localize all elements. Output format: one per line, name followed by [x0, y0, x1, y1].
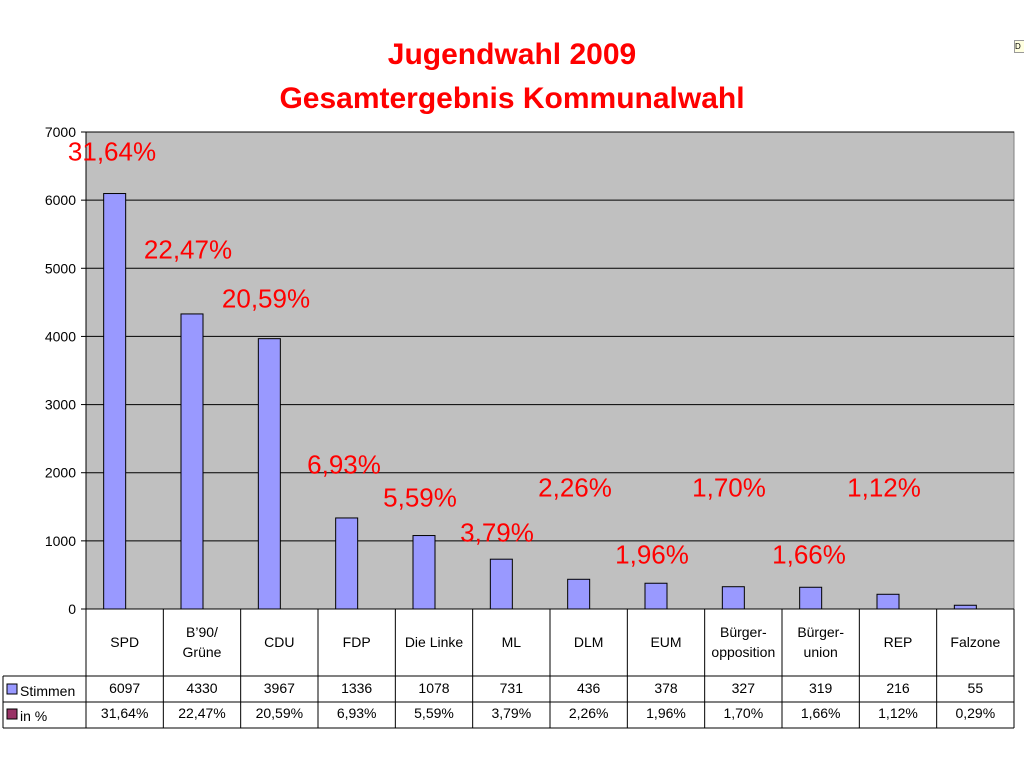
category-label: Bürger-union	[797, 624, 844, 660]
category-label: DLM	[574, 634, 604, 650]
category-label: FDP	[343, 634, 371, 650]
table-cell: 5,59%	[414, 705, 454, 721]
table-cell: 20,59%	[256, 705, 303, 721]
percent-annotation: 31,64%	[67, 136, 157, 167]
table-cell: 319	[809, 680, 833, 696]
bar-stimmen	[180, 313, 204, 610]
table-cell: 0,29%	[955, 705, 995, 721]
table-cell: 3,79%	[491, 705, 531, 721]
percent-annotation: 20,59%	[221, 283, 311, 314]
table-cell: 31,64%	[101, 705, 148, 721]
category-label: B’90/Grüne	[183, 624, 222, 660]
legend-label: Stimmen	[20, 683, 75, 699]
legend-key-in-percent	[6, 708, 18, 720]
bar-stimmen	[103, 193, 127, 610]
corner-badge: D	[1014, 40, 1024, 53]
table-cell: 216	[886, 680, 910, 696]
chart-title-line-2: Gesamtergebnis Kommunalwahl	[279, 82, 745, 115]
y-tick-label: 5000	[45, 260, 76, 276]
bar-stimmen	[721, 586, 745, 610]
percent-annotation: 1,66%	[772, 539, 846, 570]
category-label: Die Linke	[405, 634, 464, 650]
bar-stimmen	[644, 582, 668, 610]
percent-annotation: 2,26%	[538, 472, 612, 503]
table-cell: 22,47%	[178, 705, 225, 721]
table-cell: 6097	[109, 680, 140, 696]
legend-label: in %	[20, 708, 47, 724]
bar-stimmen	[876, 593, 900, 610]
table-cell: 1,66%	[801, 705, 841, 721]
bar-stimmen	[257, 338, 281, 610]
y-tick-label: 2000	[45, 465, 76, 481]
percent-annotation: 6,93%	[307, 449, 381, 480]
table-cell: 6,93%	[337, 705, 377, 721]
bar-stimmen	[799, 586, 823, 610]
percent-annotation: 3,79%	[460, 517, 534, 548]
category-label: REP	[884, 634, 913, 650]
bar-stimmen	[412, 535, 436, 610]
y-tick-label: 3000	[45, 397, 76, 413]
table-cell: 378	[654, 680, 678, 696]
table-cell: 55	[968, 680, 984, 696]
plot-area	[85, 131, 1015, 610]
category-label: ML	[502, 634, 522, 650]
y-tick-label: 4000	[45, 328, 76, 344]
y-tick-label: 7000	[45, 124, 76, 140]
category-label: Bürger-opposition	[711, 624, 775, 660]
table-cell: 2,26%	[569, 705, 609, 721]
category-label: CDU	[264, 634, 294, 650]
table-cell: 4330	[186, 680, 217, 696]
table-cell: 3967	[264, 680, 295, 696]
y-tick-label: 6000	[45, 192, 76, 208]
table-cell: 731	[500, 680, 524, 696]
bar-stimmen	[489, 558, 513, 610]
category-label: EUM	[650, 634, 681, 650]
table-cell: 1078	[418, 680, 449, 696]
percent-annotation: 1,96%	[615, 539, 689, 570]
bar-stimmen	[335, 517, 359, 610]
percent-annotation: 5,59%	[383, 482, 457, 513]
percent-annotation: 22,47%	[143, 234, 233, 265]
legend-key-stimmen	[6, 683, 18, 695]
table-cell: 1336	[341, 680, 372, 696]
percent-annotation: 1,12%	[847, 472, 921, 503]
table-cell: 1,96%	[646, 705, 686, 721]
percent-annotation: 1,70%	[692, 472, 766, 503]
y-tick-label: 1000	[45, 533, 76, 549]
category-label: SPD	[110, 634, 139, 650]
bar-stimmen	[953, 604, 977, 610]
table-cell: 327	[732, 680, 756, 696]
category-label: Falzone	[950, 634, 1000, 650]
table-cell: 436	[577, 680, 601, 696]
bar-stimmen	[567, 578, 591, 610]
table-cell: 1,12%	[878, 705, 918, 721]
table-cell: 1,70%	[723, 705, 763, 721]
chart-title-line-1: Jugendwahl 2009	[387, 38, 637, 71]
y-tick-label: 0	[68, 601, 76, 617]
